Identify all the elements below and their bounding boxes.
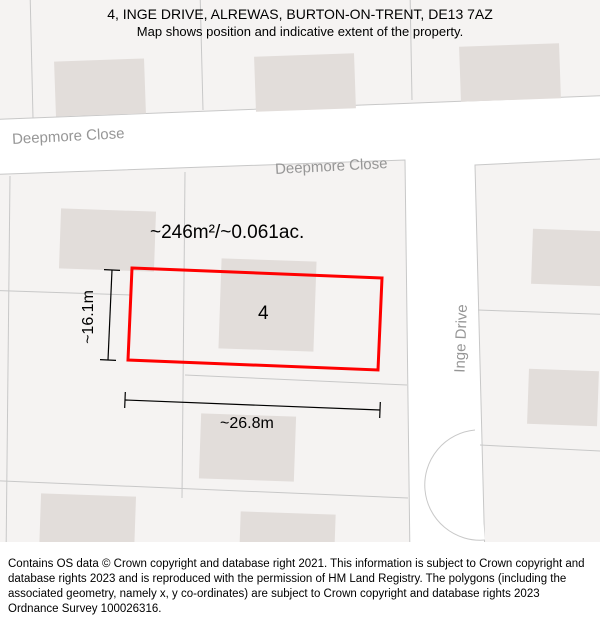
height-dimension-label: ~16.1m (80, 290, 98, 344)
page-title: 4, INGE DRIVE, ALREWAS, BURTON-ON-TRENT,… (0, 6, 600, 22)
property-map (0, 0, 600, 542)
width-dimension-label: ~26.8m (220, 415, 274, 433)
plot-number: 4 (258, 303, 269, 325)
page-subtitle: Map shows position and indicative extent… (0, 24, 600, 39)
area-label: ~246m²/~0.061ac. (150, 222, 304, 244)
street-label-inge: Inge Drive (451, 304, 470, 373)
copyright-footer: Contains OS data © Crown copyright and d… (0, 551, 600, 625)
header: 4, INGE DRIVE, ALREWAS, BURTON-ON-TRENT,… (0, 0, 600, 39)
